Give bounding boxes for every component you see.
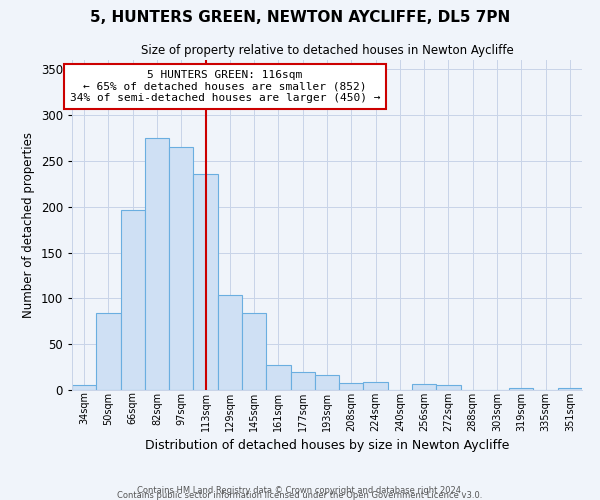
Y-axis label: Number of detached properties: Number of detached properties (22, 132, 35, 318)
Bar (290, 372, 315, 390)
X-axis label: Distribution of detached houses by size in Newton Aycliffe: Distribution of detached houses by size … (145, 439, 509, 452)
Text: Contains public sector information licensed under the Open Government Licence v3: Contains public sector information licen… (118, 491, 482, 500)
Bar (509, 388, 533, 390)
Text: 5, HUNTERS GREEN, NEWTON AYCLIFFE, DL5 7PN: 5, HUNTERS GREEN, NEWTON AYCLIFFE, DL5 7… (90, 10, 510, 25)
Title: Size of property relative to detached houses in Newton Aycliffe: Size of property relative to detached ho… (140, 44, 514, 58)
Text: Contains HM Land Registry data © Crown copyright and database right 2024.: Contains HM Land Registry data © Crown c… (137, 486, 463, 495)
Bar (315, 376, 339, 390)
Bar (364, 382, 388, 390)
Bar (96, 313, 121, 390)
Text: 5 HUNTERS GREEN: 116sqm
← 65% of detached houses are smaller (852)
34% of semi-d: 5 HUNTERS GREEN: 116sqm ← 65% of detache… (70, 70, 380, 103)
Bar (436, 384, 461, 390)
Bar (218, 294, 242, 390)
Bar (193, 174, 218, 390)
Bar (242, 313, 266, 390)
Bar (339, 382, 364, 390)
Bar (169, 147, 193, 390)
Bar (145, 138, 169, 390)
Bar (121, 210, 145, 390)
Bar (558, 388, 582, 390)
Bar (72, 384, 96, 390)
Bar (412, 384, 436, 390)
Bar (266, 365, 290, 390)
